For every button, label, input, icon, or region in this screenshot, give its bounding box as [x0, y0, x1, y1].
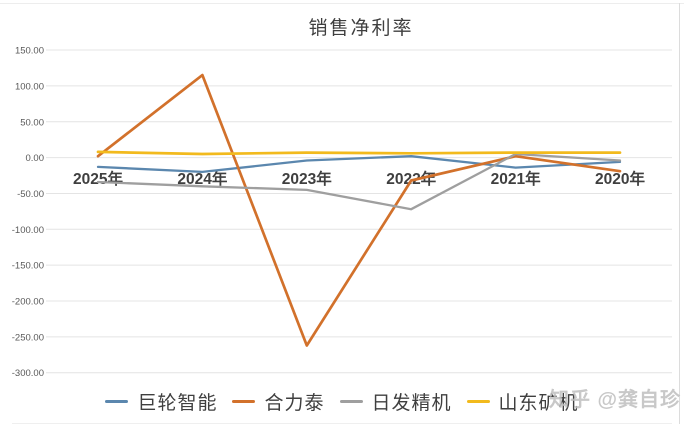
bottom-border-line [12, 423, 672, 424]
y-tick-label: -150.00 [12, 261, 44, 272]
legend-label-0: 巨轮智能 [137, 393, 218, 414]
y-tick-label: -250.00 [12, 332, 44, 343]
legend-swatch-1 [232, 400, 256, 403]
x-tick-label: 2022年 [386, 169, 436, 188]
series-line-2 [96, 152, 622, 211]
y-tick-label: 50.00 [20, 117, 44, 128]
legend-swatch-0 [105, 400, 129, 403]
legend-swatch-3 [466, 400, 490, 403]
series-line-1 [96, 73, 622, 347]
legend-label-3: 山东矿机 [498, 393, 579, 414]
x-tick-label: 2024年 [177, 169, 227, 188]
x-tick-label: 2021年 [491, 169, 541, 188]
series-line-0 [96, 155, 622, 174]
x-tick-label: 2023年 [282, 169, 332, 188]
top-border-line [0, 3, 684, 4]
series-line-3 [96, 150, 622, 156]
y-tick-label: 0.00 [26, 153, 45, 164]
legend-swatch-2 [339, 400, 363, 403]
chart-legend: 巨轮智能 合力泰 日发精机 山东矿机 [0, 388, 684, 415]
y-tick-label: -50.00 [17, 189, 44, 200]
legend-item-0: 巨轮智能 [105, 388, 217, 415]
y-tick-label: 100.00 [15, 81, 44, 92]
legend-item-3: 山东矿机 [466, 388, 579, 415]
y-tick-label: -100.00 [12, 225, 44, 236]
legend-item-1: 合力泰 [232, 388, 324, 415]
y-tick-label: 150.00 [15, 46, 44, 57]
legend-label-2: 日发精机 [371, 393, 452, 414]
legend-label-1: 合力泰 [264, 393, 325, 414]
x-tick-label: 2025年 [73, 169, 123, 188]
legend-item-2: 日发精机 [339, 388, 452, 415]
chart-title: 销售净利率 [308, 18, 414, 39]
x-tick-label: 2020年 [595, 169, 645, 188]
y-tick-label: -300.00 [12, 368, 44, 379]
right-border-line [679, 3, 680, 424]
y-tick-label: -200.00 [12, 297, 44, 308]
